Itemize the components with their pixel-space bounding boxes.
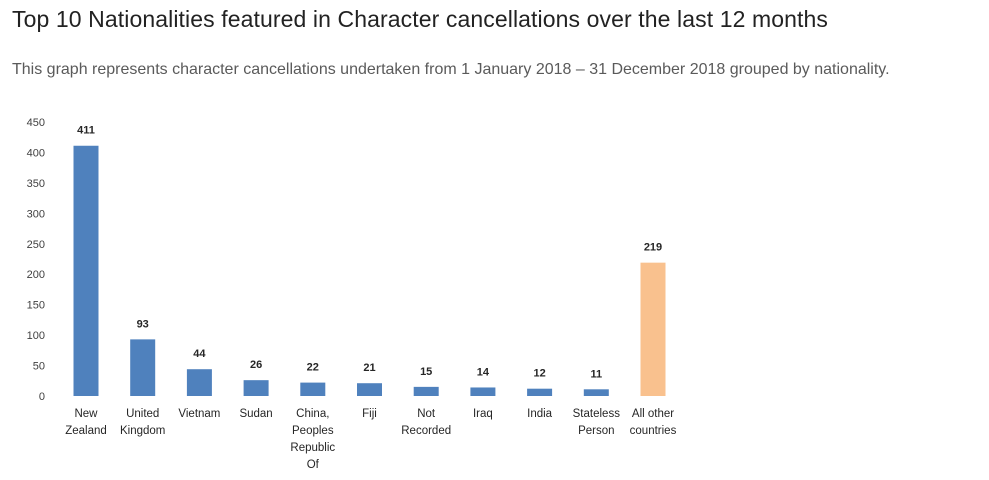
bar xyxy=(640,262,666,396)
y-tick-label: 350 xyxy=(27,178,45,190)
bar xyxy=(300,382,326,396)
y-tick-label: 50 xyxy=(33,361,45,373)
data-label: 22 xyxy=(307,362,319,374)
data-label: 44 xyxy=(193,348,206,360)
y-tick-label: 0 xyxy=(39,391,45,403)
y-tick-label: 400 xyxy=(27,147,45,159)
x-tick-label: United Kingdom xyxy=(120,408,165,437)
bar xyxy=(413,386,439,396)
page-subtitle: This graph represents character cancella… xyxy=(12,61,890,78)
y-tick-label: 300 xyxy=(27,208,45,220)
data-label: 11 xyxy=(590,368,602,380)
bar xyxy=(583,389,609,396)
data-label: 14 xyxy=(477,366,490,378)
x-tick-label: Not Recorded xyxy=(401,408,451,437)
bar xyxy=(243,380,269,396)
bar xyxy=(527,388,553,396)
x-tick-label: New Zealand xyxy=(65,408,107,437)
y-tick-label: 100 xyxy=(27,330,45,342)
page-title: Top 10 Nationalities featured in Charact… xyxy=(12,6,829,32)
bar xyxy=(357,383,382,396)
x-tick-label: All other countries xyxy=(630,408,677,437)
data-label: 411 xyxy=(77,125,95,137)
y-tick-label: 450 xyxy=(27,117,45,129)
data-label: 219 xyxy=(644,242,662,254)
x-tick-label: Vietnam xyxy=(178,408,220,420)
data-label: 12 xyxy=(533,368,545,380)
x-tick-label: Fiji xyxy=(362,408,377,420)
bar xyxy=(186,369,212,396)
x-tick-label: Iraq xyxy=(473,408,493,420)
x-tick-label: India xyxy=(527,408,553,420)
x-tick-label: China, Peoples Republic Of xyxy=(290,408,335,471)
x-tick-label: Sudan xyxy=(239,408,272,420)
y-tick-label: 250 xyxy=(27,239,45,251)
data-label: 15 xyxy=(420,366,432,378)
data-label: 21 xyxy=(363,362,375,374)
y-tick-label: 200 xyxy=(27,269,45,281)
bar xyxy=(130,339,156,396)
data-label: 26 xyxy=(250,359,262,371)
x-tick-label: Stateless Person xyxy=(573,408,621,437)
bar xyxy=(470,387,496,396)
y-tick-label: 150 xyxy=(27,300,45,312)
data-label: 93 xyxy=(137,318,149,330)
bar xyxy=(73,145,99,396)
